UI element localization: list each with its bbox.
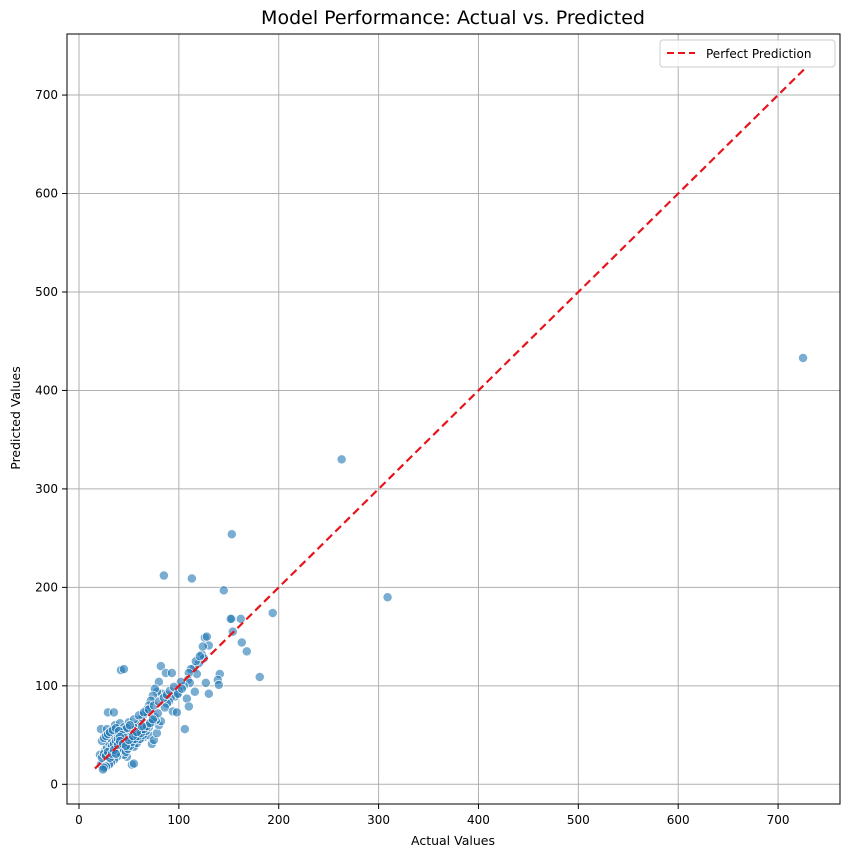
scatter-point — [186, 573, 197, 584]
y-tick-label: 0 — [50, 777, 58, 791]
legend: Perfect Prediction — [659, 39, 836, 68]
y-axis-label: Predicted Values — [8, 366, 23, 470]
y-tick-label: 600 — [35, 187, 58, 201]
legend-label: Perfect Prediction — [706, 47, 811, 61]
scatter-point — [118, 664, 129, 675]
scatter-point — [128, 758, 139, 769]
scatter-point — [226, 529, 237, 540]
scatter-point — [798, 353, 808, 363]
legend-box — [659, 39, 836, 68]
x-tick-label: 300 — [367, 813, 390, 827]
y-tick-label: 100 — [35, 679, 58, 693]
scatter-point — [235, 613, 246, 624]
scatter-point — [98, 764, 108, 775]
scatter-point — [108, 707, 119, 718]
scatter-point — [147, 714, 158, 725]
reference-line-layer — [94, 68, 805, 770]
scatter-point — [236, 637, 247, 648]
scatter-point — [179, 724, 190, 735]
x-tick-label: 200 — [267, 813, 290, 827]
x-tick-label: 100 — [167, 813, 190, 827]
scatter-point — [194, 651, 205, 662]
x-tick-label: 600 — [667, 813, 690, 827]
scatter-point — [197, 641, 208, 652]
scatter-point — [124, 720, 135, 731]
grid — [67, 34, 840, 804]
scatter-point — [201, 631, 212, 642]
x-axis-label: Actual Values — [411, 833, 495, 848]
x-tick-label: 500 — [567, 813, 590, 827]
y-tick-label: 700 — [35, 88, 58, 102]
scatter-point — [171, 707, 182, 718]
y-tick-label: 500 — [35, 285, 58, 299]
chart-title: Model Performance: Actual vs. Predicted — [261, 7, 645, 29]
scatter-point — [166, 668, 177, 678]
scatter-point — [189, 686, 200, 697]
x-axis-ticks: 0 100 200 300 400 500 600 700 — [75, 804, 790, 827]
scatter-point — [158, 570, 169, 581]
y-tick-label: 200 — [35, 580, 58, 594]
scatter-point — [225, 613, 236, 624]
scatter-point — [200, 677, 211, 688]
scatter-point — [241, 646, 252, 657]
y-tick-label: 400 — [35, 383, 58, 397]
plot-frame — [66, 33, 841, 805]
x-tick-label: 400 — [467, 813, 490, 827]
perfect-prediction-line — [94, 68, 805, 770]
scatter-point — [213, 679, 224, 690]
scatter-point — [382, 592, 393, 603]
scatter-point — [183, 701, 194, 712]
scatter-point — [155, 661, 166, 672]
x-tick-label: 700 — [767, 813, 790, 827]
scatter-point — [218, 585, 229, 596]
y-tick-label: 300 — [35, 482, 58, 496]
y-axis-ticks: 0 100 200 300 400 500 600 700 — [35, 88, 67, 791]
scatter-point — [203, 688, 214, 699]
scatter-point — [254, 672, 265, 682]
x-tick-label: 0 — [75, 813, 83, 827]
scatter-point — [267, 608, 278, 618]
scatter-point — [159, 702, 170, 713]
scatter-point — [336, 454, 347, 465]
